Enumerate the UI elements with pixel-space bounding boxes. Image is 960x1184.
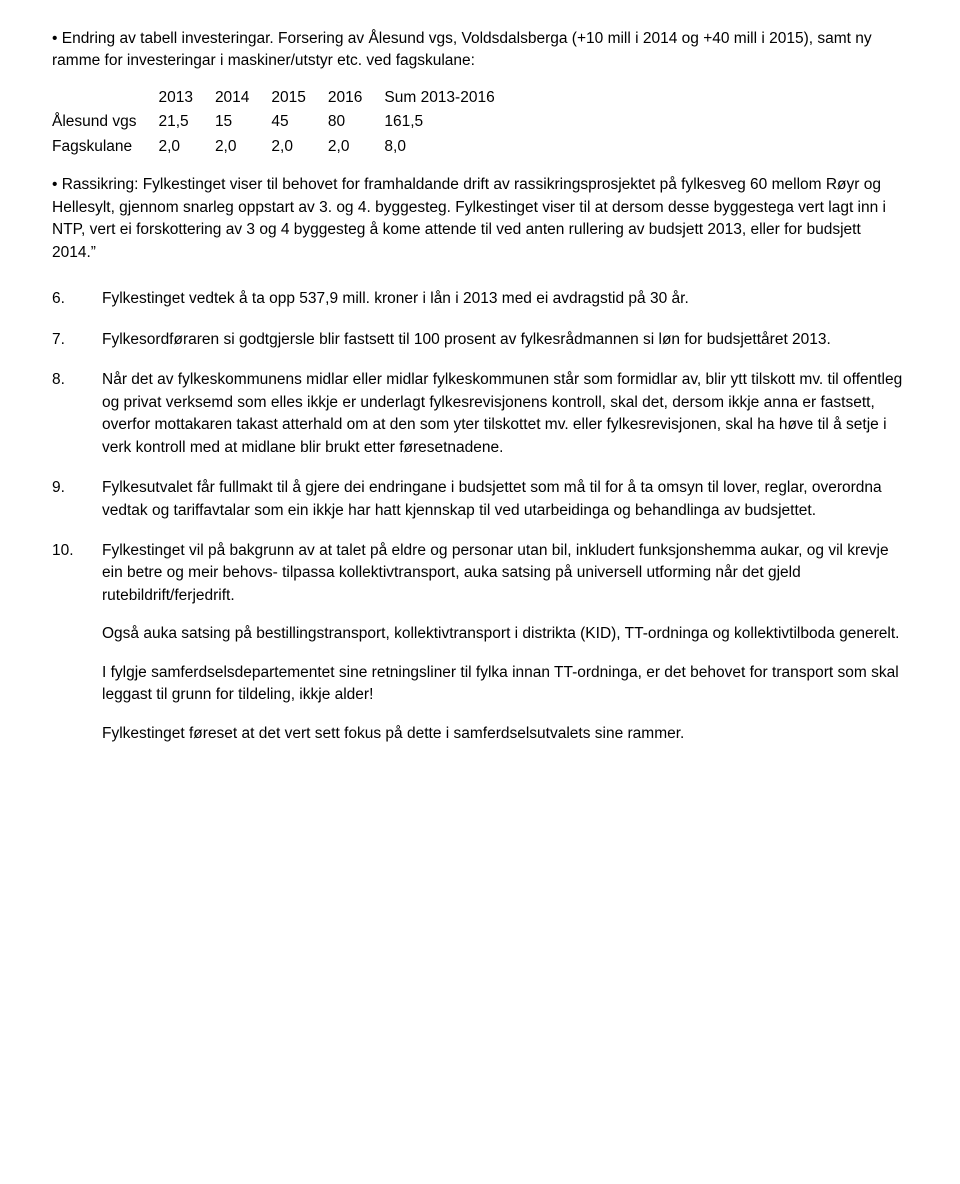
table-cell: 2,0	[271, 136, 327, 160]
table-header: Sum 2013-2016	[384, 87, 516, 111]
table-cell: 2,0	[158, 136, 214, 160]
rassikring-paragraph: • Rassikring: Fylkestinget viser til beh…	[52, 174, 908, 264]
table-header: 2016	[328, 87, 384, 111]
item-number: 9.	[52, 477, 102, 522]
item-number: 8.	[52, 369, 102, 459]
item-text: Fylkestinget vedtek å ta opp 537,9 mill.…	[102, 288, 908, 310]
list-item: 7. Fylkesordføraren si godtgjersle blir …	[52, 329, 908, 351]
table-cell: 80	[328, 111, 384, 135]
item-text: Når det av fylkeskommunens midlar eller …	[102, 369, 908, 459]
table-header-row: 2013 2014 2015 2016 Sum 2013-2016	[52, 87, 517, 111]
table-row: Fagskulane 2,0 2,0 2,0 2,0 8,0	[52, 136, 517, 160]
table-row: Ålesund vgs 21,5 15 45 80 161,5	[52, 111, 517, 135]
numbered-list: 6. Fylkestinget vedtek å ta opp 537,9 mi…	[52, 288, 908, 745]
table-cell: 21,5	[158, 111, 214, 135]
item-number: 6.	[52, 288, 102, 310]
list-item: 10. Fylkestinget vil på bakgrunn av at t…	[52, 540, 908, 745]
item-text: Fylkestinget føreset at det vert sett fo…	[102, 723, 908, 745]
table-header: 2013	[158, 87, 214, 111]
table-header: 2015	[271, 87, 327, 111]
item-text: Fylkesutvalet får fullmakt til å gjere d…	[102, 477, 908, 522]
table-cell: 45	[271, 111, 327, 135]
item-number: 7.	[52, 329, 102, 351]
table-cell: 2,0	[215, 136, 271, 160]
list-item: 8. Når det av fylkeskommunens midlar ell…	[52, 369, 908, 459]
list-item: 6. Fylkestinget vedtek å ta opp 537,9 mi…	[52, 288, 908, 310]
item-text: I fylgje samferdselsdepartementet sine r…	[102, 662, 908, 707]
table-cell: Ålesund vgs	[52, 111, 158, 135]
item-number: 10.	[52, 540, 102, 745]
list-item: 9. Fylkesutvalet får fullmakt til å gjer…	[52, 477, 908, 522]
intro-paragraph: • Endring av tabell investeringar. Forse…	[52, 28, 908, 73]
item-text: Fylkesordføraren si godtgjersle blir fas…	[102, 329, 908, 351]
item-text: Fylkestinget vil på bakgrunn av at talet…	[102, 540, 908, 607]
table-cell: 161,5	[384, 111, 516, 135]
table-header	[52, 87, 158, 111]
table-cell: 2,0	[328, 136, 384, 160]
table-cell: 15	[215, 111, 271, 135]
item-text: Også auka satsing på bestillingstranspor…	[102, 623, 908, 645]
table-header: 2014	[215, 87, 271, 111]
investment-table: 2013 2014 2015 2016 Sum 2013-2016 Ålesun…	[52, 87, 908, 160]
table-cell: 8,0	[384, 136, 516, 160]
table-cell: Fagskulane	[52, 136, 158, 160]
